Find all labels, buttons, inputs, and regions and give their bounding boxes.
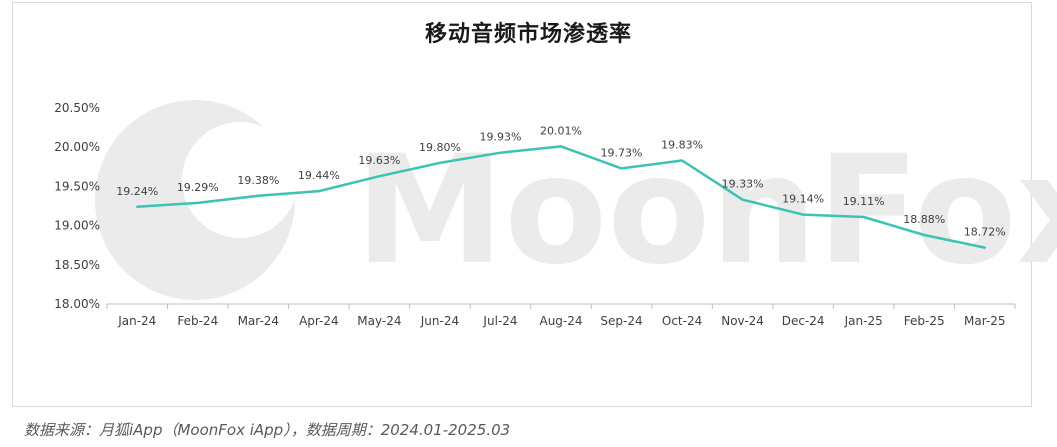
y-tick-label: 19.00% [54,219,100,233]
x-tick-label: Jun-24 [420,314,459,328]
data-label: 19.63% [358,154,400,167]
data-label: 19.44% [298,169,340,182]
y-tick-label: 20.00% [54,140,100,154]
x-tick-label: Oct-24 [662,314,702,328]
data-label: 19.33% [722,178,764,191]
chart-title: 移动音频市场渗透率 [424,22,632,47]
data-label: 18.72% [964,226,1006,239]
watermark: MoonFox [95,100,1057,300]
x-tick-label: Aug-24 [539,314,582,328]
series-line [136,145,986,249]
data-label: 19.24% [116,185,158,198]
chart-svg: MoonFox 18.00% 18.50% 19.00% 19.50% 20.00% 20… [54,100,1057,328]
x-tick-label: Nov-24 [721,314,764,328]
x-tick-label: Mar-24 [238,314,279,328]
data-label: 20.01% [540,124,582,137]
watermark-text: MoonFox [355,124,1057,298]
data-label: 19.11% [843,195,885,208]
x-tick-label: Sep-24 [600,314,642,328]
x-tick-label: Jan-25 [844,314,883,328]
y-tick-label: 19.50% [54,179,100,193]
chart-marks: 19.24% 19.29% 19.38% 19.44% 19.63% 19.80% 19.9… [116,124,1006,249]
x-tick-label: Dec-24 [782,314,825,328]
x-tick-label: Feb-25 [904,314,945,328]
data-label: 19.14% [782,193,824,206]
x-tick-label: Jul-24 [482,314,517,328]
y-tick-label: 20.50% [54,101,100,115]
moonfox-logo-icon [95,100,298,300]
x-tick-label: May-24 [357,314,401,328]
data-label: 19.83% [661,139,703,152]
data-label: 19.80% [419,141,461,154]
data-label: 19.29% [177,181,219,194]
data-source-note: 数据来源：月狐iApp（MoonFox iApp），数据周期：2024.01-2… [24,421,511,439]
chart-axes: 18.00% 18.50% 19.00% 19.50% 20.00% 20.50% Jan-… [54,101,1016,328]
x-tick-label: Apr-24 [299,314,339,328]
x-tick-label: Feb-24 [177,314,218,328]
data-label: 18.88% [903,213,945,226]
x-tick-label: Jan-24 [117,314,156,328]
data-label: 19.93% [479,131,521,144]
data-label: 19.38% [237,174,279,187]
x-tick-label: Mar-25 [964,314,1005,328]
data-label: 19.73% [601,146,643,159]
y-tick-label: 18.00% [54,297,100,311]
y-tick-label: 18.50% [54,258,100,272]
